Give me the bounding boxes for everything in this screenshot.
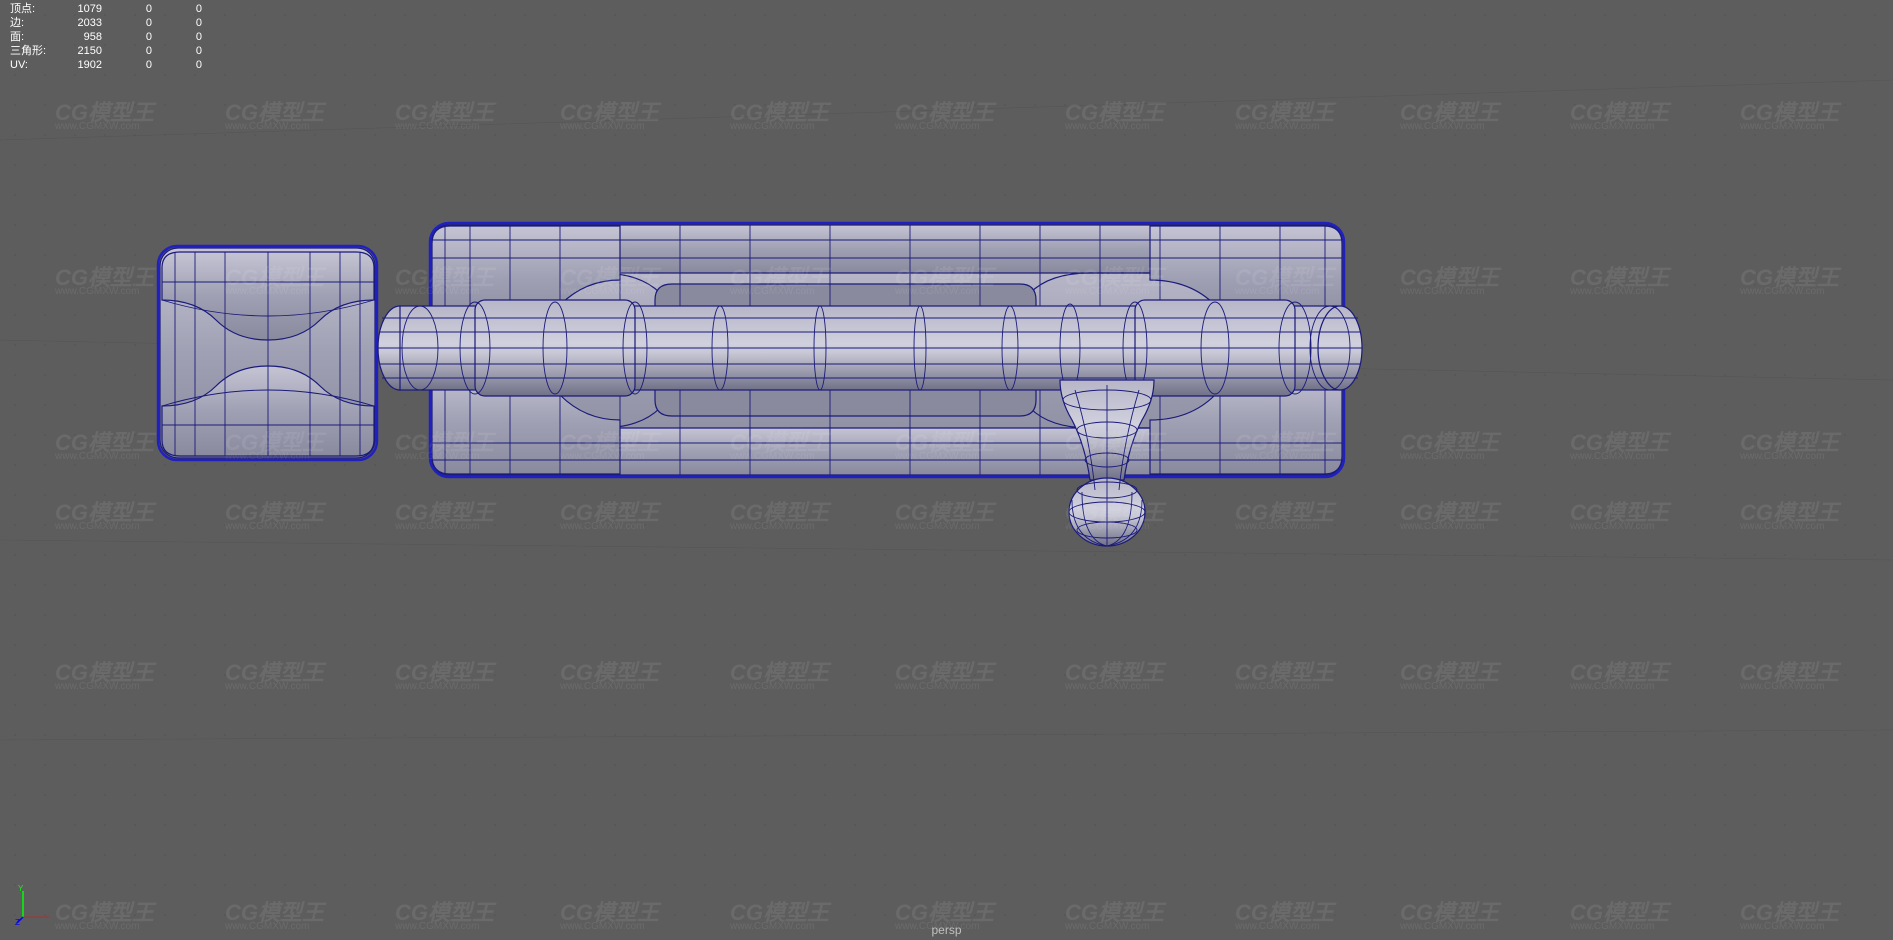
stat-value: 1902 [52, 58, 102, 72]
stat-label: 三角形: [2, 44, 52, 58]
stat-value: 0 [102, 30, 152, 44]
stat-row: 边:203300 [2, 16, 202, 30]
model-wireframe[interactable] [0, 0, 1893, 940]
sliding-bolt [378, 300, 1362, 396]
stat-value: 0 [102, 2, 152, 16]
catch-piece [158, 246, 377, 460]
stat-value: 0 [152, 2, 202, 16]
stat-value: 0 [102, 44, 152, 58]
stat-value: 0 [102, 58, 152, 72]
stat-label: 面: [2, 30, 52, 44]
stat-value: 0 [152, 30, 202, 44]
axis-z-label: Z [15, 918, 20, 925]
stat-row: UV:190200 [2, 58, 202, 72]
stat-label: UV: [2, 58, 52, 72]
stat-label: 顶点: [2, 2, 52, 16]
axis-y-label: Y [18, 885, 24, 893]
stat-value: 2033 [52, 16, 102, 30]
stat-label: 边: [2, 16, 52, 30]
stat-value: 0 [152, 44, 202, 58]
polycount-hud: 顶点:107900边:203300面:95800三角形:215000UV:190… [0, 0, 204, 74]
stat-row: 面:95800 [2, 30, 202, 44]
stat-value: 2150 [52, 44, 102, 58]
stat-value: 958 [52, 30, 102, 44]
axis-gizmo: Y Z [15, 885, 55, 925]
stat-value: 1079 [52, 2, 102, 16]
stat-row: 顶点:107900 [2, 2, 202, 16]
stat-value: 0 [152, 16, 202, 30]
stat-value: 0 [152, 58, 202, 72]
viewport-3d[interactable]: CG模型王www.CGMXW.comCG模型王www.CGMXW.comCG模型… [0, 0, 1893, 940]
camera-name-label: persp [931, 923, 961, 937]
stat-value: 0 [102, 16, 152, 30]
stat-row: 三角形:215000 [2, 44, 202, 58]
